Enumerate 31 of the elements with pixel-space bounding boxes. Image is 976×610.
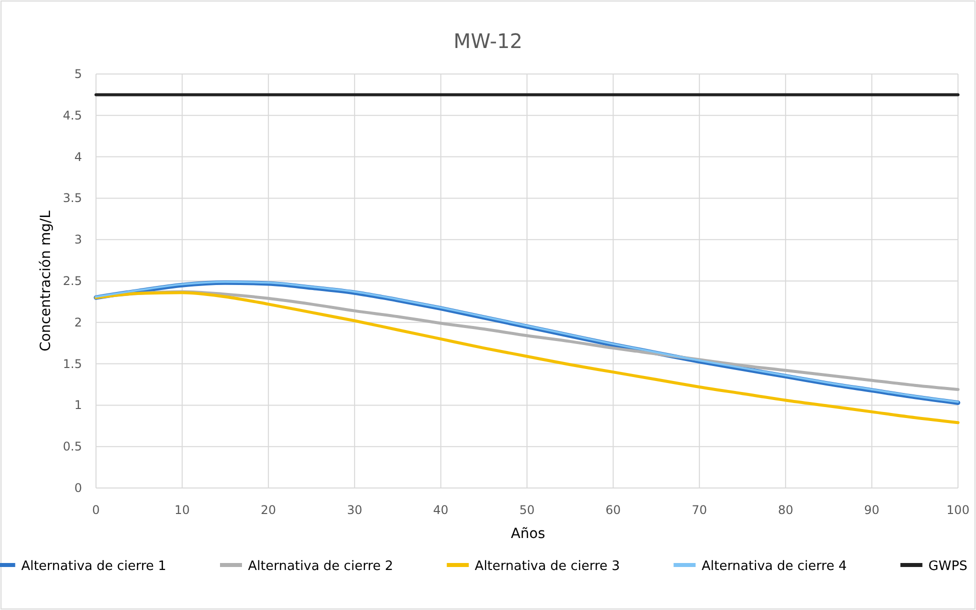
x-tick-label: 100: [946, 503, 970, 517]
x-tick-label: 70: [692, 503, 708, 517]
chart-title: MW-12: [454, 29, 522, 53]
x-tick-label: 30: [346, 503, 362, 517]
x-tick-label: 40: [433, 503, 448, 517]
legend-label: GWPS: [928, 559, 968, 574]
y-tick-label: 4: [74, 150, 82, 164]
x-axis-title: Años: [510, 526, 546, 542]
legend-label: Alternativa de cierre 3: [474, 559, 620, 574]
x-tick-label: 0: [92, 503, 100, 517]
y-tick-label: 1.5: [62, 356, 82, 371]
y-tick-label: 0.5: [62, 440, 82, 454]
y-tick-label: 3.5: [62, 191, 82, 206]
x-tick-label: 20: [260, 503, 276, 517]
legend-label: Alternativa de cierre 4: [702, 559, 847, 574]
y-tick-label: 0: [74, 481, 82, 495]
y-tick-label: 1: [74, 398, 82, 412]
y-tick-label: 5: [74, 67, 82, 81]
y-tick-label: 2: [74, 315, 82, 330]
legend-label: Alternativa de cierre 1: [21, 559, 166, 574]
x-tick-label: 80: [778, 503, 794, 517]
y-axis-title: Concentración mg/L: [38, 210, 54, 352]
line-series: [94, 291, 960, 424]
x-tick-label: 60: [606, 503, 621, 517]
y-tick-label: 3: [74, 232, 82, 247]
x-tick-label: 90: [864, 503, 880, 517]
legend-label: Alternativa de cierre 2: [248, 559, 394, 574]
y-tick-label: 4.5: [62, 108, 82, 122]
x-tick-label: 50: [519, 503, 535, 517]
y-tick-label: 2.5: [62, 274, 82, 288]
x-tick-label: 10: [174, 503, 190, 517]
